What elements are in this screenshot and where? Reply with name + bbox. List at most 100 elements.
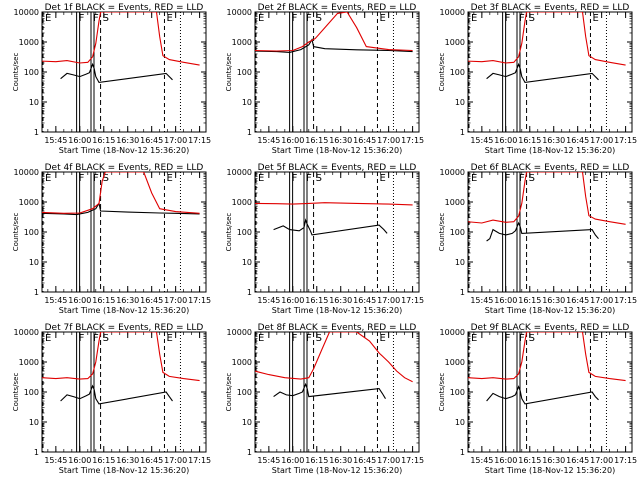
x-tick-label: 16:15	[305, 296, 328, 305]
y-axis-label: Counts/sec	[438, 373, 446, 412]
y-tick-label: 10000	[14, 8, 39, 17]
series-events-line	[486, 221, 599, 242]
y-tick-label: 10	[29, 258, 39, 267]
y-tick-label: 100	[237, 228, 252, 237]
y-tick-label: 10	[29, 418, 39, 427]
y-axis-label: Counts/sec	[12, 373, 20, 412]
y-axis-label: Counts/sec	[225, 373, 233, 412]
marker-label: F	[505, 333, 511, 344]
marker-label: E	[166, 333, 172, 344]
panel-title: Det 1f BLACK = Events, RED = LLD	[45, 3, 204, 13]
x-axis-label: Start Time (18-Nov-12 15:36:20)	[59, 466, 189, 475]
marker-label: F	[292, 173, 298, 184]
marker-label: F	[292, 13, 298, 24]
series-lld-line	[255, 332, 413, 383]
x-tick-label: 17:00	[590, 456, 613, 465]
x-tick-label: 16:15	[518, 296, 541, 305]
marker-label: E	[258, 333, 264, 344]
marker-label: E	[471, 333, 477, 344]
marker-label: S	[316, 13, 322, 24]
marker-label: E	[45, 13, 51, 24]
marker-label: E	[166, 173, 172, 184]
y-tick-label: 10	[242, 98, 252, 107]
x-tick-label: 17:15	[401, 136, 424, 145]
x-tick-label: 16:00	[494, 136, 517, 145]
y-tick-label: 1000	[445, 38, 465, 47]
panel-title: Det 9f BLACK = Events, RED = LLD	[471, 323, 630, 333]
y-tick-label: 100	[237, 388, 252, 397]
x-tick-label: 16:45	[140, 456, 163, 465]
y-tick-label: 1	[34, 128, 39, 137]
x-tick-label: 16:00	[281, 296, 304, 305]
y-tick-label: 1000	[19, 38, 39, 47]
x-tick-label: 15:45	[44, 296, 67, 305]
y-tick-label: 1	[460, 448, 465, 457]
y-tick-label: 100	[450, 68, 465, 77]
plot-frame	[41, 331, 207, 453]
x-tick-label: 15:45	[470, 456, 493, 465]
x-tick-label: 16:30	[329, 456, 352, 465]
x-tick-label: 16:15	[92, 296, 115, 305]
series-events-line	[273, 382, 386, 399]
marker-label: F	[505, 173, 511, 184]
x-tick-label: 16:15	[305, 136, 328, 145]
x-tick-label: 15:45	[257, 136, 280, 145]
x-tick-label: 17:15	[401, 296, 424, 305]
marker-label: F	[505, 13, 511, 24]
y-tick-label: 1000	[445, 358, 465, 367]
series-events-line	[255, 38, 413, 53]
marker-label: F	[79, 13, 85, 24]
x-axis-label: Start Time (18-Nov-12 15:36:20)	[272, 146, 402, 155]
x-tick-label: 17:00	[377, 296, 400, 305]
y-tick-label: 10	[242, 258, 252, 267]
x-tick-label: 15:45	[44, 136, 67, 145]
plot-frame	[254, 171, 420, 293]
series-lld-line	[468, 12, 626, 66]
x-tick-label: 16:30	[542, 296, 565, 305]
marker-label: E	[592, 13, 598, 24]
y-tick-label: 1	[247, 128, 252, 137]
panel-det-8: Det 8f BLACK = Events, RED = LLD 1 10 100 10…	[225, 323, 424, 475]
marker-label: E	[379, 333, 385, 344]
panel-title: Det 5f BLACK = Events, RED = LLD	[258, 163, 417, 173]
plot-frame	[467, 331, 633, 453]
marker-label: S	[103, 333, 109, 344]
y-axis-label: Counts/sec	[438, 53, 446, 92]
y-axis-label: Counts/sec	[12, 213, 20, 252]
y-tick-label: 10	[242, 418, 252, 427]
marker-label: E	[471, 13, 477, 24]
marker-label: F	[79, 333, 85, 344]
x-tick-label: 15:45	[44, 456, 67, 465]
panel-det-3: Det 3f BLACK = Events, RED = LLD 1 10 100 10…	[438, 3, 637, 155]
x-tick-label: 16:00	[68, 136, 91, 145]
y-tick-label: 1	[460, 128, 465, 137]
x-tick-label: 17:15	[401, 456, 424, 465]
panel-det-2: Det 2f BLACK = Events, RED = LLD 1 10 100 10…	[225, 3, 424, 155]
x-tick-label: 16:45	[566, 136, 589, 145]
x-axis-label: Start Time (18-Nov-12 15:36:20)	[59, 306, 189, 315]
x-tick-label: 16:45	[353, 456, 376, 465]
panel-det-4: Det 4f BLACK = Events, RED = LLD 1 10 100 10…	[12, 163, 211, 315]
panel-title: Det 4f BLACK = Events, RED = LLD	[45, 163, 204, 173]
y-tick-label: 100	[24, 68, 39, 77]
x-tick-label: 16:45	[140, 136, 163, 145]
marker-label: F	[306, 333, 312, 344]
x-tick-label: 15:45	[470, 136, 493, 145]
series-lld-line	[468, 172, 626, 225]
y-axis-label: Counts/sec	[12, 53, 20, 92]
panel-title: Det 7f BLACK = Events, RED = LLD	[45, 323, 204, 333]
x-tick-label: 17:15	[614, 456, 637, 465]
plot-frame	[254, 11, 420, 133]
x-tick-label: 16:15	[305, 456, 328, 465]
y-tick-label: 100	[450, 228, 465, 237]
y-tick-label: 10	[455, 258, 465, 267]
y-tick-label: 1000	[445, 198, 465, 207]
x-axis-label: Start Time (18-Nov-12 15:36:20)	[272, 306, 402, 315]
y-tick-label: 10000	[227, 168, 252, 177]
x-tick-label: 17:15	[614, 136, 637, 145]
marker-label: E	[592, 173, 598, 184]
y-tick-label: 1	[247, 448, 252, 457]
x-tick-label: 15:45	[257, 296, 280, 305]
y-tick-label: 10000	[440, 328, 465, 337]
